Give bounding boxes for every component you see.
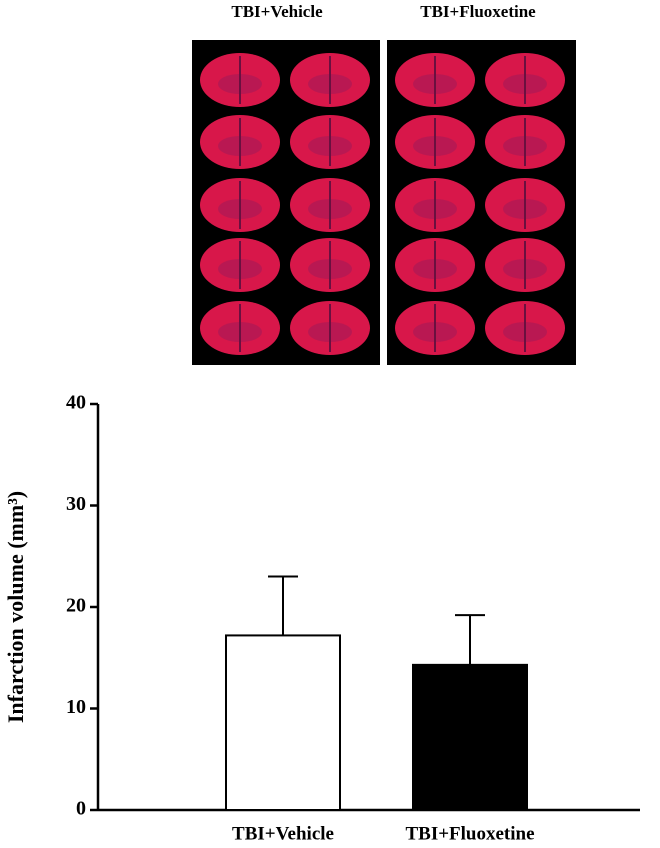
y-tick-label: 10 — [66, 696, 86, 718]
brain-slices — [200, 53, 565, 355]
panel-label: TBI+Vehicle — [231, 2, 323, 21]
bar — [412, 663, 528, 811]
y-tick-label: 0 — [76, 798, 86, 820]
y-axis-label: Infarction volume (mm³) — [3, 491, 28, 723]
panel-label: TBI+Fluoxetine — [420, 2, 536, 21]
x-tick-label: TBI+Fluoxetine — [405, 823, 534, 844]
y-tick-label: 40 — [66, 392, 86, 414]
x-tick-label: TBI+Vehicle — [232, 823, 334, 844]
y-tick-label: 20 — [66, 595, 86, 617]
y-tick-label: 30 — [66, 493, 86, 515]
bar — [225, 634, 341, 811]
